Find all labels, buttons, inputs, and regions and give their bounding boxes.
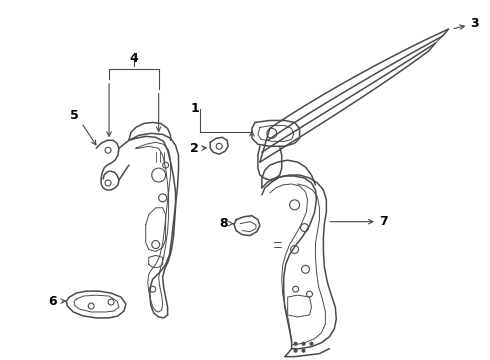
Circle shape bbox=[302, 349, 305, 352]
Text: 4: 4 bbox=[129, 53, 138, 66]
Text: 3: 3 bbox=[470, 17, 479, 30]
Text: 2: 2 bbox=[190, 142, 198, 155]
Circle shape bbox=[310, 342, 313, 345]
Text: 5: 5 bbox=[70, 109, 79, 122]
Circle shape bbox=[302, 342, 305, 345]
Text: 7: 7 bbox=[379, 215, 388, 228]
Text: 8: 8 bbox=[220, 217, 228, 230]
Circle shape bbox=[294, 342, 297, 345]
Text: 1: 1 bbox=[191, 102, 199, 115]
Text: 6: 6 bbox=[48, 294, 56, 307]
Circle shape bbox=[294, 349, 297, 352]
